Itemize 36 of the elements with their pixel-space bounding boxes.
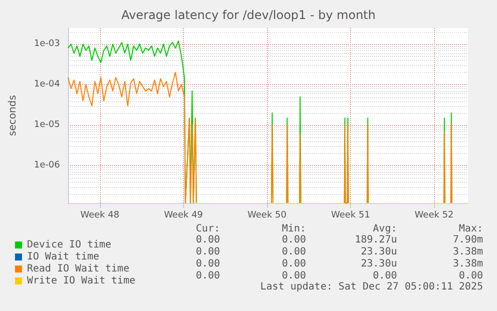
y-axis-title: seconds (8, 95, 18, 136)
x-tick-label: Week 51 (331, 210, 370, 220)
text: 0.00 (282, 258, 306, 270)
text: 0.00 (282, 246, 306, 258)
text: 0.00 (282, 270, 306, 282)
text: 3.38m (452, 258, 483, 270)
text: Last update: Sat Dec 27 05:00:11 2025 (260, 282, 483, 292)
chart-title: Average latency for /dev/loop1 - by month (121, 8, 376, 22)
text: 3.38m (452, 246, 483, 258)
legend-label: Device IO time (27, 240, 112, 250)
text: 0.00 (196, 234, 220, 246)
text: Avg: (372, 224, 397, 234)
y-tick-label: 1e-06 (34, 160, 60, 171)
legend-label: Read IO Wait time (27, 264, 130, 274)
y-tick-label: 1e-05 (34, 120, 60, 130)
text: 23.30u (360, 246, 397, 258)
x-tick-label: Week 49 (164, 210, 204, 220)
text: 189.27u (354, 234, 397, 246)
text: 7.90m (452, 234, 483, 246)
legend-label: IO Wait time (27, 252, 100, 262)
text: 23.30u (360, 258, 397, 270)
y-tick-label: 1e-03 (34, 39, 60, 50)
legend-label: Write IO Wait time (27, 276, 136, 286)
text: Cur: (196, 224, 220, 234)
x-tick-label: Week 50 (248, 210, 287, 220)
text: 0.00 (372, 270, 397, 282)
text: 0.00 (458, 270, 483, 282)
text: 0.00 (196, 270, 220, 282)
text: 0.00 (196, 258, 220, 270)
text: Min: (282, 224, 306, 234)
x-tick-label: Week 52 (414, 210, 454, 220)
text: Max: (458, 224, 483, 234)
text: 0.00 (282, 234, 306, 246)
x-tick-label: Week 48 (80, 210, 120, 220)
y-tick-label: 1e-04 (34, 80, 60, 90)
text: 0.00 (196, 246, 220, 258)
